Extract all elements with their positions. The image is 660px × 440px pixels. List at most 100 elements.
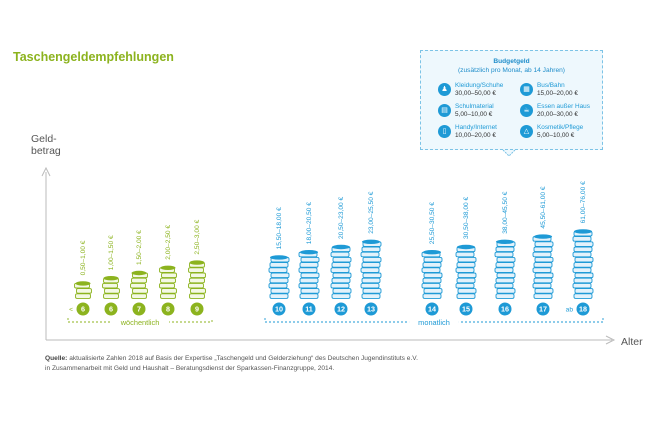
coin: [533, 293, 553, 299]
budget-item-name: Bus/Bahn: [537, 82, 565, 89]
age-prefix: ab: [566, 307, 574, 314]
budget-item-value: 5,00–10,00 €: [455, 111, 493, 118]
source-note: Quelle: aktualisierte Zahlen 2018 auf Ba…: [45, 354, 605, 374]
coin: [423, 256, 443, 263]
age-label: 18: [579, 305, 587, 314]
coin: [332, 256, 352, 263]
coin-stack: [298, 250, 320, 299]
coin: [574, 272, 594, 279]
coin: [360, 267, 380, 273]
budget-item-name: Kosmetik/Pflege: [537, 124, 584, 131]
coin: [298, 267, 318, 273]
coin-stack: [532, 234, 554, 299]
budget-subtitle: (zusätzlich pro Monat, ab 14 Jahren): [457, 67, 566, 74]
coin: [361, 293, 381, 299]
coin: [360, 282, 380, 289]
coin-top: [362, 239, 380, 244]
coin-top: [496, 239, 514, 244]
budget-callout-pointer: [502, 149, 516, 157]
coin: [362, 256, 382, 263]
coin: [270, 272, 290, 279]
food-icon: ☕: [520, 104, 533, 117]
coin: [455, 282, 475, 289]
age-label: 10: [275, 305, 283, 314]
source-line1: aktualisierte Zahlen 2018 auf Basis der …: [69, 355, 418, 362]
coin: [362, 288, 382, 294]
age-label: 12: [337, 305, 345, 314]
age-label: 6: [81, 305, 85, 314]
age-circle: [104, 302, 118, 316]
budget-item: ♟ Kleidung/Schuhe 30,00–50,00 €: [438, 82, 528, 102]
axes: [41, 149, 616, 345]
coin: [331, 262, 351, 268]
budget-item-value: 20,00–30,00 €: [537, 111, 578, 118]
coin: [268, 282, 288, 289]
budget-item: ▯ Handy/Internet 10,00–20,00 €: [438, 124, 528, 144]
budget-item-value: 15,00–20,00 €: [537, 90, 578, 97]
coin-stack: [102, 276, 120, 299]
coin: [573, 262, 593, 268]
coin: [423, 272, 443, 279]
coin: [494, 267, 514, 273]
coin: [189, 293, 205, 299]
coin: [457, 256, 477, 263]
coin: [361, 262, 381, 268]
bus-icon: ▦: [520, 83, 533, 96]
age-prefix: <: [69, 307, 73, 314]
coin: [300, 272, 320, 279]
coin: [361, 246, 381, 253]
coin-top: [457, 244, 475, 250]
value-label: 45,50–61,00 €: [540, 186, 547, 229]
coin: [103, 293, 119, 299]
coin-stack: [360, 239, 382, 299]
coin: [330, 282, 350, 289]
age-label: 7: [137, 305, 141, 314]
cosmetics-icon: △: [520, 125, 533, 138]
age-circle: [576, 302, 590, 316]
coin: [299, 293, 319, 299]
group-label: monatlich: [418, 318, 450, 327]
coin: [533, 246, 553, 253]
value-label: 18,00–20,50 €: [306, 202, 313, 245]
age-circle: [425, 302, 439, 316]
coin: [299, 262, 319, 268]
coin: [270, 288, 290, 294]
coin: [298, 282, 318, 289]
age-circle: [334, 302, 348, 316]
chart-title: Taschengeldempfehlungen: [13, 50, 174, 64]
age-circle: [302, 302, 316, 316]
coin: [495, 246, 515, 253]
value-label: 23,00–25,50 €: [368, 191, 375, 234]
coin: [533, 277, 553, 284]
coin: [269, 293, 289, 299]
value-label: 30,50–38,00 €: [463, 196, 470, 239]
group-label-bg: [409, 316, 459, 328]
source-label: Quelle:: [45, 355, 68, 362]
budget-item: △ Kosmetik/Pflege 5,00–10,00 €: [520, 124, 610, 144]
coin-top: [160, 265, 176, 270]
coin: [532, 251, 552, 258]
coin: [300, 256, 320, 263]
age-label: 13: [367, 305, 375, 314]
budget-item-name: Schulmaterial: [455, 103, 494, 110]
coin: [360, 251, 380, 258]
coin: [160, 277, 176, 284]
value-label: 15,50–18,00 €: [276, 207, 283, 250]
coin: [457, 288, 477, 294]
coin: [188, 282, 204, 289]
age-label: 14: [428, 305, 436, 314]
budget-item-name: Essen außer Haus: [537, 103, 590, 110]
coin-top: [423, 250, 441, 255]
coin-top: [103, 276, 119, 281]
age-label: 17: [539, 305, 547, 314]
notebook-icon: ▤: [438, 104, 451, 117]
coin: [332, 288, 352, 294]
coin-stack: [572, 229, 594, 299]
budget-item-name: Kleidung/Schuhe: [455, 82, 504, 89]
coin: [331, 293, 351, 299]
coin-top: [270, 255, 288, 260]
coin: [330, 267, 350, 273]
coin: [455, 267, 475, 273]
coin: [495, 293, 515, 299]
